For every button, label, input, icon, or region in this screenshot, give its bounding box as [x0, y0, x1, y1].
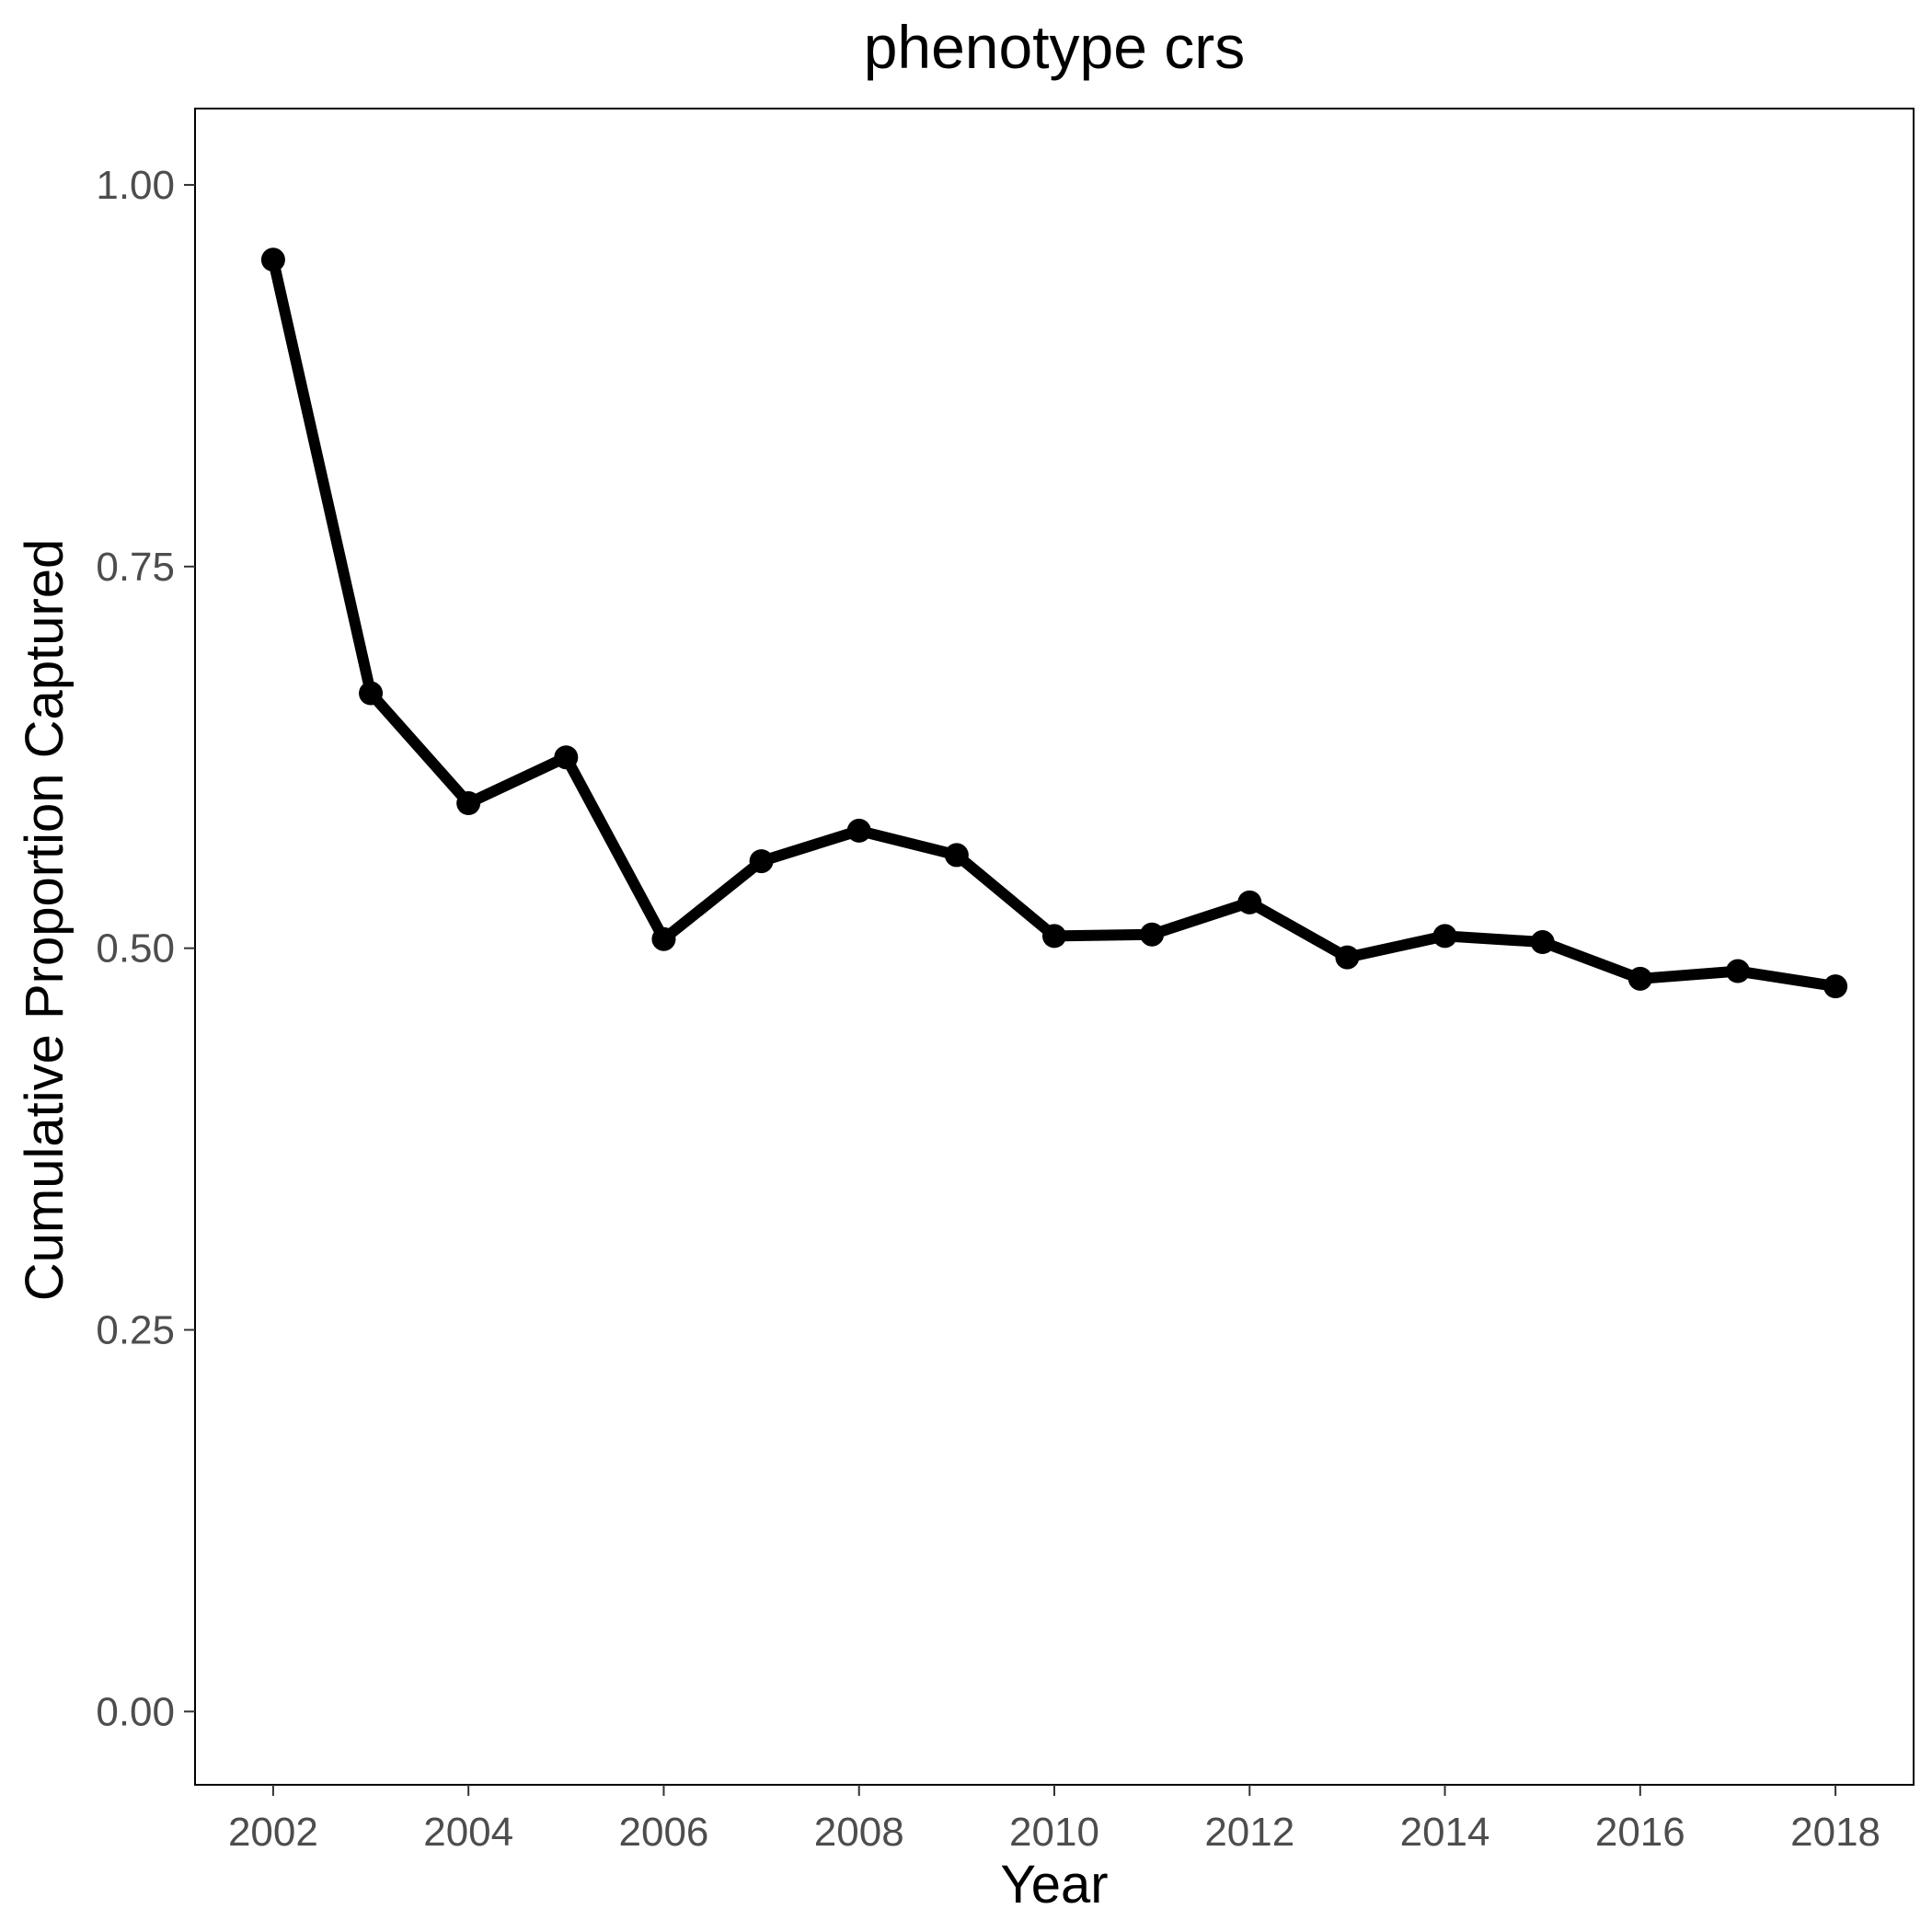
- data-point: [359, 681, 384, 706]
- x-tick-label: 2008: [814, 1810, 904, 1855]
- x-tick-label: 2004: [423, 1810, 513, 1855]
- y-axis-title: Cumulative Proportion Captured: [15, 539, 75, 1302]
- data-point: [944, 843, 969, 868]
- x-tick-label: 2016: [1595, 1810, 1685, 1855]
- data-point: [651, 926, 676, 951]
- data-point: [846, 818, 871, 843]
- data-point: [1432, 924, 1457, 949]
- x-tick-label: 2010: [1009, 1810, 1099, 1855]
- data-point: [260, 247, 285, 272]
- data-point: [749, 849, 774, 874]
- y-tick-label: 0.00: [96, 1689, 175, 1734]
- y-tick-label: 0.75: [96, 545, 175, 590]
- data-point: [1627, 966, 1652, 991]
- y-tick-label: 0.50: [96, 926, 175, 972]
- data-point: [456, 791, 481, 816]
- x-tick-label: 2002: [228, 1810, 318, 1855]
- data-point: [554, 745, 579, 770]
- data-layer: [260, 247, 1848, 999]
- chart-title: phenotype crs: [864, 13, 1246, 81]
- x-tick-label: 2006: [619, 1810, 709, 1855]
- x-tick-label: 2018: [1790, 1810, 1880, 1855]
- data-point: [1823, 974, 1848, 999]
- y-tick-label: 1.00: [96, 163, 175, 208]
- axis-ticks: 0.00 0.25 0.50 0.75 1.00 2002 2004 2006 2008 2010…: [96, 163, 1880, 1855]
- data-point: [1237, 890, 1262, 914]
- x-tick-label: 2012: [1204, 1810, 1294, 1855]
- y-tick-label: 0.25: [96, 1308, 175, 1353]
- x-tick-label: 2014: [1400, 1810, 1490, 1855]
- data-point: [1335, 945, 1360, 970]
- data-point: [1725, 959, 1750, 983]
- data-point: [1042, 924, 1066, 949]
- data-point: [1530, 930, 1555, 955]
- data-point: [1140, 922, 1165, 947]
- x-axis-title: Year: [1000, 1855, 1108, 1915]
